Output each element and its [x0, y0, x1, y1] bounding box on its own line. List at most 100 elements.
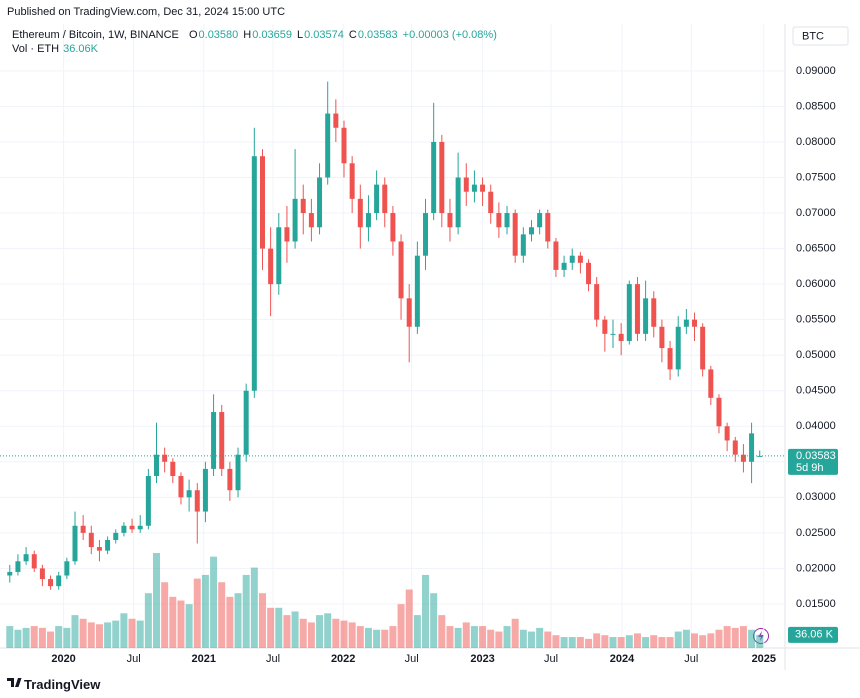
x-tick-label: 2024 [610, 653, 635, 665]
volume-bar [585, 638, 593, 648]
volume-bar [389, 626, 397, 648]
volume-axis-label: 36.06 K [795, 629, 834, 641]
volume-bar [79, 618, 87, 648]
volume-bar [642, 637, 650, 648]
volume-bar [739, 626, 747, 648]
y-tick-label: 0.07500 [796, 171, 836, 183]
candle-body [325, 113, 331, 178]
volume-bar [291, 611, 299, 648]
volume-bar [30, 626, 38, 648]
volume-bar [169, 596, 177, 648]
ohlc-label: L [297, 29, 304, 41]
candle-body [528, 227, 534, 235]
volume-bar [462, 622, 470, 648]
candle-body [382, 184, 388, 214]
ohlc-value: 0.03580 [198, 29, 239, 41]
candle-body [398, 241, 404, 299]
currency[interactable]: BTC [802, 30, 824, 42]
volume-bar [397, 604, 405, 648]
candle-body [463, 177, 469, 192]
y-tick-label: 0.06500 [796, 242, 836, 254]
volume-bar [95, 624, 103, 648]
y-tick-label: 0.06000 [796, 278, 836, 290]
volume-bar [210, 556, 218, 648]
volume-bar [430, 593, 438, 648]
volume-bar [71, 615, 79, 648]
volume-bar [503, 626, 511, 648]
volume-bar [544, 631, 552, 648]
volume-bar [748, 629, 756, 648]
volume-bar [413, 615, 421, 648]
candle-body [211, 412, 217, 469]
candle-body [553, 241, 559, 270]
y-tick-label: 0.07000 [796, 207, 836, 219]
volume-bar [364, 627, 372, 648]
volume-bar [519, 629, 527, 648]
candle-body [708, 369, 714, 398]
volume-bar [226, 596, 234, 648]
volume-bar [536, 627, 544, 648]
volume-bar [87, 622, 95, 648]
candle-body [219, 412, 225, 469]
volume-bar [185, 604, 193, 648]
candle-body [561, 262, 567, 270]
volume-bar [617, 637, 625, 648]
candle-body [480, 184, 486, 192]
symbol[interactable]: Ethereum / Bitcoin, 1W, BINANCE [12, 29, 179, 41]
candle-body [683, 319, 689, 327]
ohlc-value: 0.03574 [304, 29, 344, 41]
candle-body [447, 213, 453, 228]
candle-body [162, 454, 168, 462]
x-tick-label: 2022 [331, 653, 355, 665]
volume-bar [283, 615, 291, 648]
volume-bar [633, 633, 641, 648]
price-box [788, 448, 838, 475]
candle-body [643, 298, 649, 334]
y-tick-label: 0.02500 [796, 527, 836, 539]
y-tick-label: 0.03000 [796, 491, 836, 503]
volume-bar [373, 629, 381, 648]
volume-bar [258, 593, 266, 648]
currency-box[interactable] [792, 26, 849, 46]
candle-body [740, 454, 746, 462]
volume-bar [299, 618, 307, 648]
y-tick-label: 0.02000 [796, 562, 836, 574]
candle-body [202, 468, 208, 512]
volume-bar [470, 626, 478, 648]
candle-body [414, 255, 420, 327]
change: +0.00003 (+0.08%) [402, 29, 497, 41]
volume-bar [316, 615, 324, 648]
x-tick-label: Jul [405, 653, 419, 665]
candle-body [732, 440, 738, 455]
published: Published on TradingView.com, Dec 31, 20… [7, 6, 286, 18]
volume-bar [193, 578, 201, 648]
volume-value: 36.06K [63, 43, 99, 55]
y-tick-label: 0.04000 [796, 420, 836, 432]
candle-body [471, 184, 477, 192]
volume-bar [22, 627, 30, 648]
candle-body [276, 227, 282, 285]
y-tick-label: 0.01500 [796, 598, 836, 610]
candle-body [31, 554, 37, 569]
x-tick-label: 2023 [470, 653, 494, 665]
volume-bar [250, 567, 258, 648]
candle-body [716, 397, 722, 427]
candle-body [488, 191, 494, 214]
volume-bar [511, 618, 519, 648]
volume-bar [487, 629, 495, 648]
volume-bar [658, 637, 666, 648]
volume-bar [568, 637, 576, 648]
candle-body [439, 141, 445, 214]
candle-body [105, 539, 111, 551]
candle-body [496, 213, 502, 228]
ohlc-label: H [243, 29, 252, 41]
volume-bar [446, 626, 454, 648]
volume-bar [576, 637, 584, 648]
candle-body [610, 333, 616, 335]
y-tick-label: 0.08000 [796, 136, 836, 148]
candle-body [292, 198, 298, 242]
candle-body [7, 571, 13, 576]
candle-body [23, 554, 29, 562]
candle-body [455, 177, 461, 228]
